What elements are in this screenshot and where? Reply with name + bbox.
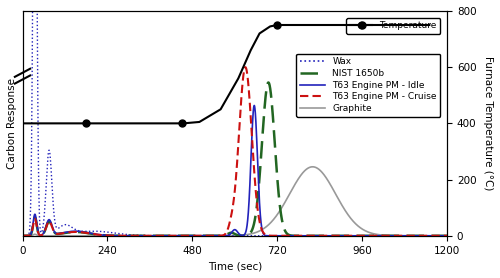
Y-axis label: Carbon Response: Carbon Response [7,78,17,169]
Y-axis label: Furnace Temperature (°C): Furnace Temperature (°C) [483,56,493,190]
Legend: Wax, NIST 1650b, T63 Engine PM - Idle, T63 Engine PM - Cruise, Graphite: Wax, NIST 1650b, T63 Engine PM - Idle, T… [296,54,440,117]
X-axis label: Time (sec): Time (sec) [208,261,262,271]
